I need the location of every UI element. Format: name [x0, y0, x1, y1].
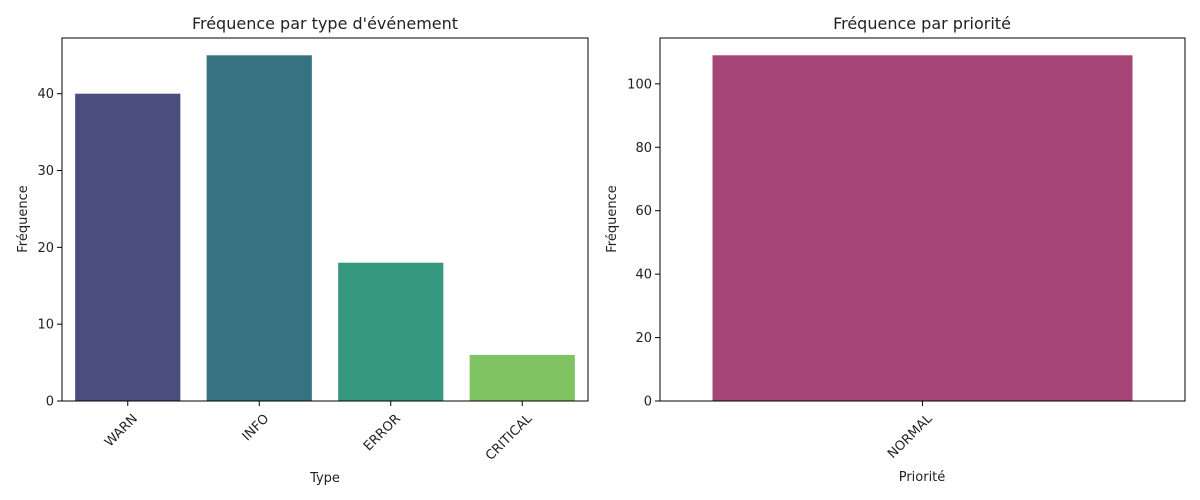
y-axis-label: Fréquence	[16, 185, 31, 252]
y-ticks: 0 20 40 60 80 100	[627, 77, 660, 410]
bars-group	[75, 55, 575, 401]
chart-priority: Fréquence par priorité 0 20 40 60 80 100 NORM…	[605, 14, 1186, 485]
axes-frame	[61, 37, 589, 402]
y-tick-label: 30	[37, 164, 54, 179]
chart-event-type: Fréquence par type d'événement 0 10 20 30 40…	[16, 14, 589, 486]
y-tick-label: 10	[37, 318, 54, 333]
y-tick-label: 0	[46, 395, 54, 410]
x-tick-label-critical: CRITICAL	[483, 411, 536, 464]
y-tick-label: 20	[635, 331, 652, 346]
x-ticks: NORMAL	[885, 401, 936, 462]
x-tick-label-info: INFO	[240, 411, 273, 444]
axes-frame	[659, 37, 1186, 402]
bar-error	[338, 262, 444, 401]
x-axis-label: Type	[309, 471, 340, 486]
y-axis-label: Fréquence	[605, 185, 620, 252]
y-tick-label: 40	[37, 87, 54, 102]
x-axis-label: Priorité	[899, 470, 946, 485]
y-tick-label: 0	[644, 395, 652, 410]
y-tick-label: 40	[635, 268, 652, 283]
bar-critical	[469, 354, 575, 401]
y-tick-label: 20	[37, 241, 54, 256]
x-tick-label-normal: NORMAL	[885, 411, 936, 462]
bars-group	[712, 55, 1133, 401]
y-tick-label: 80	[635, 141, 652, 156]
y-tick-label: 100	[627, 77, 652, 92]
x-tick-label-error: ERROR	[361, 411, 404, 454]
bar-normal	[712, 55, 1133, 401]
bar-warn	[75, 93, 181, 401]
chart-title: Fréquence par priorité	[833, 14, 1011, 33]
chart-title: Fréquence par type d'événement	[192, 14, 458, 33]
y-ticks: 0 10 20 30 40	[37, 87, 62, 410]
y-tick-label: 60	[635, 204, 652, 219]
bar-info	[206, 55, 312, 401]
x-ticks: WARN INFO ERROR CRITICAL	[102, 401, 536, 464]
x-tick-label-warn: WARN	[102, 411, 141, 450]
